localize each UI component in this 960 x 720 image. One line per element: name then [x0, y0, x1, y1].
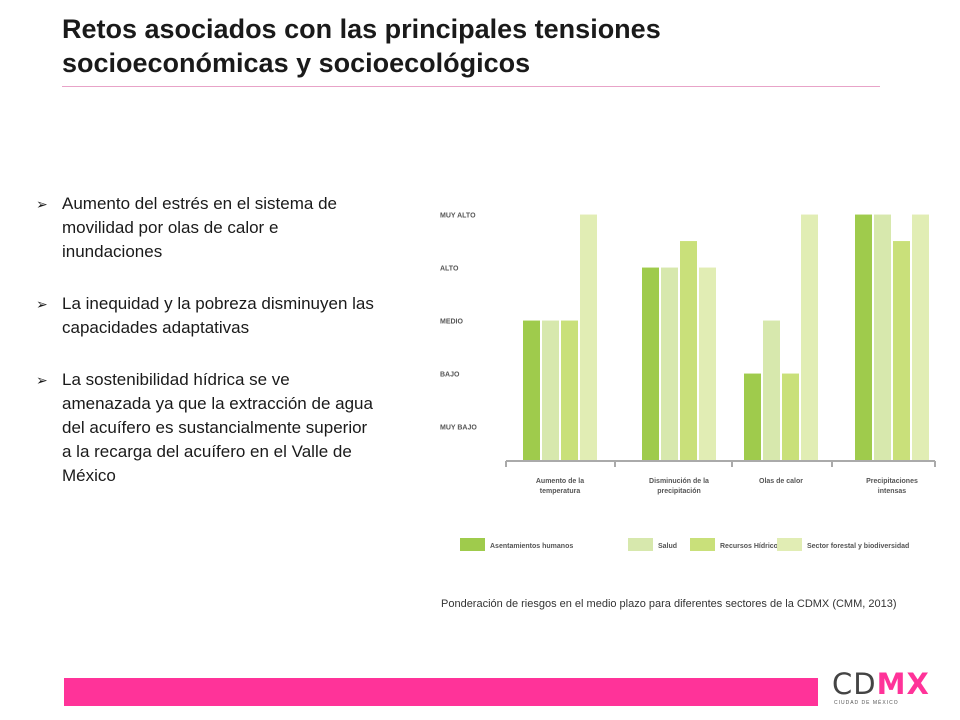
arrow-bullet-icon: ➢	[36, 372, 48, 388]
bar	[523, 320, 540, 461]
x-tick-label: intensas	[878, 488, 907, 495]
legend-label: Salud	[658, 543, 677, 550]
legend-label: Asentamientos humanos	[490, 543, 573, 550]
bar	[855, 214, 872, 461]
arrow-bullet-icon: ➢	[36, 196, 48, 212]
title-divider	[62, 86, 880, 87]
y-level-label: BAJO	[440, 372, 460, 379]
y-level-label: MEDIO	[440, 319, 464, 326]
bar	[542, 320, 559, 461]
legend-label: Sector forestal y biodiversidad	[807, 543, 909, 550]
legend-swatch	[460, 538, 485, 551]
logo-text-cd: CD	[832, 667, 877, 701]
cdmx-logo: CDMX CIUDAD DE MÉXICO	[832, 668, 942, 718]
y-level-label: MUY ALTO	[440, 213, 476, 220]
page-title: Retos asociados con las principales tens…	[62, 14, 661, 78]
x-tick-label: Aumento de la	[536, 478, 584, 485]
y-level-label: ALTO	[440, 266, 459, 273]
bar	[680, 241, 697, 461]
logo-text-mx: MX	[876, 667, 930, 701]
bar	[744, 373, 761, 461]
footer-bar	[64, 678, 818, 706]
arrow-bullet-icon: ➢	[36, 296, 48, 312]
chart-caption: Ponderación de riesgos en el medio plazo…	[441, 598, 897, 610]
legend-swatch	[690, 538, 715, 551]
bullet-item: ➢ Aumento del estrés en el sistema de mo…	[36, 192, 376, 264]
bullet-item: ➢ La inequidad y la pobreza disminuyen l…	[36, 292, 376, 340]
bar	[912, 214, 929, 461]
bullet-list: ➢ Aumento del estrés en el sistema de mo…	[36, 192, 376, 516]
legend-label: Recursos Hídricos	[720, 543, 782, 550]
legend-swatch	[777, 538, 802, 551]
legend-swatch	[628, 538, 653, 551]
bar	[561, 320, 578, 461]
bar	[874, 214, 891, 461]
bullet-text: La inequidad y la pobreza disminuyen las…	[62, 294, 374, 337]
bar	[642, 267, 659, 461]
x-tick-label: precipitación	[657, 488, 701, 495]
risk-bar-chart: MUY BAJO BAJO MEDIO ALTO MUY ALTO Aumento de …	[440, 213, 936, 551]
bullet-text: La sostenibilidad hídrica se ve amenazad…	[62, 370, 373, 485]
x-tick-label: Precipitaciones	[866, 478, 918, 485]
logo-subtitle: CIUDAD DE MÉXICO	[834, 700, 899, 706]
bar	[801, 214, 818, 461]
bar	[782, 373, 799, 461]
bar	[661, 267, 678, 461]
x-tick-label: Olas de calor	[759, 478, 803, 485]
bar	[699, 267, 716, 461]
bar	[893, 241, 910, 461]
y-level-label: MUY BAJO	[440, 425, 477, 432]
bar	[763, 320, 780, 461]
bullet-item: ➢ La sostenibilidad hídrica se ve amenaz…	[36, 368, 376, 488]
bullet-text: Aumento del estrés en el sistema de movi…	[62, 194, 337, 261]
x-tick-label: temperatura	[540, 488, 581, 495]
x-tick-label: Disminución de la	[649, 478, 709, 485]
bar	[580, 214, 597, 461]
